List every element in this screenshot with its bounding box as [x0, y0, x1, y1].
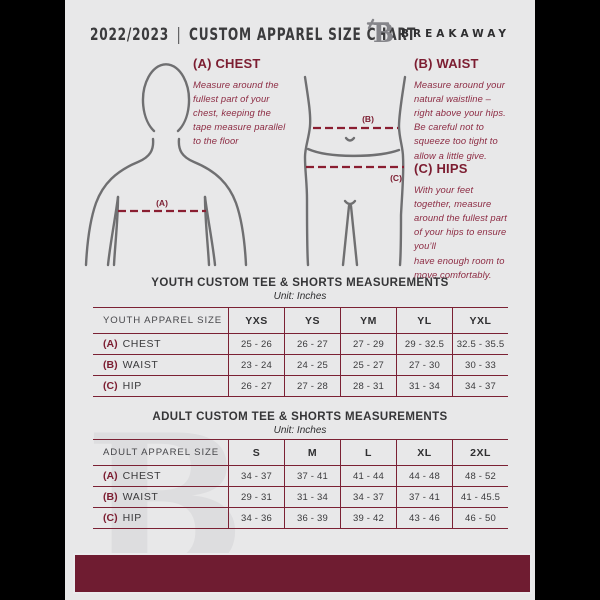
table-value-cell: 23 - 24	[228, 355, 284, 376]
adult-table-unit: Unit: Inches	[273, 425, 327, 436]
table-value-cell: 46 - 50	[452, 508, 508, 529]
waist-guide-block: (B) WAIST Measure around your natural wa…	[414, 56, 535, 163]
table-row-label: (C) HIP	[93, 376, 228, 397]
title-text: CUSTOM APPAREL SIZE CHART	[189, 24, 416, 45]
size-header-cell: YL	[396, 308, 452, 334]
waist-guide-text: Measure around your natural waistline – …	[414, 79, 506, 161]
breakaway-b-logo-icon: B	[366, 17, 394, 51]
hips-guide-block: (C) HIPS With your feet together, measur…	[414, 161, 535, 282]
adult-table-header: ADULT CUSTOM TEE & SHORTS MEASUREMENTS U…	[65, 411, 535, 436]
row-key-letter: (C)	[103, 512, 118, 524]
table-value-cell: 34 - 37	[340, 487, 396, 508]
table-value-cell: 31 - 34	[284, 487, 340, 508]
table-row-label: (B) WAIST	[93, 487, 228, 508]
size-header-cell: YM	[340, 308, 396, 334]
table-value-cell: 41 - 45.5	[452, 487, 508, 508]
youth-table-title: YOUTH CUSTOM TEE & SHORTS MEASUREMENTS	[151, 277, 449, 289]
row-measure-name: HIP	[122, 512, 142, 524]
youth-table-unit: Unit: Inches	[273, 291, 327, 302]
row-measure-name: WAIST	[122, 359, 159, 371]
hips-figure	[303, 75, 407, 267]
row-key-letter: (C)	[103, 380, 118, 392]
waist-line-label: (B)	[362, 114, 374, 124]
chest-line-label: (A)	[156, 198, 168, 208]
row-measure-name: CHEST	[122, 470, 162, 482]
body-measurement-diagram: (A) (B) (C)	[84, 63, 407, 267]
svg-text:B: B	[373, 19, 393, 46]
table-value-cell: 27 - 28	[284, 376, 340, 397]
size-column-header: ADULT APPAREL SIZE	[93, 440, 228, 466]
table-value-cell: 31 - 34	[396, 376, 452, 397]
table-value-cell: 26 - 27	[284, 334, 340, 355]
size-header-cell: YS	[284, 308, 340, 334]
row-measure-name: CHEST	[122, 338, 162, 350]
table-value-cell: 34 - 37	[228, 466, 284, 487]
chest-guide-heading: (A) CHEST	[193, 56, 261, 71]
table-value-cell: 25 - 27	[340, 355, 396, 376]
size-header-cell: L	[340, 440, 396, 466]
size-header-cell: YXS	[228, 308, 284, 334]
youth-size-table: YOUTH APPAREL SIZE YXS YS YM YL YXL (A) CHEST 25…	[93, 307, 508, 397]
size-column-header: YOUTH APPAREL SIZE	[93, 308, 228, 334]
size-header-cell: YXL	[452, 308, 508, 334]
torso-figure	[84, 63, 248, 267]
size-header-cell: M	[284, 440, 340, 466]
table-value-cell: 48 - 52	[452, 466, 508, 487]
brand-logo-group: B BREAKAWAY	[366, 17, 510, 51]
table-value-cell: 32.5 - 35.5	[452, 334, 508, 355]
adult-table-title: ADULT CUSTOM TEE & SHORTS MEASUREMENTS	[152, 411, 448, 423]
table-value-cell: 27 - 29	[340, 334, 396, 355]
table-value-cell: 41 - 44	[340, 466, 396, 487]
size-chart-page: B 2022/2023 | CUSTOM APPAREL SIZE CHART B …	[65, 0, 535, 600]
table-value-cell: 37 - 41	[396, 487, 452, 508]
youth-table-header: YOUTH CUSTOM TEE & SHORTS MEASUREMENTS U…	[65, 277, 535, 302]
size-header-cell: S	[228, 440, 284, 466]
waist-guide-heading: (B) WAIST	[414, 56, 479, 71]
size-header-cell: XL	[396, 440, 452, 466]
hips-guide-text: With your feet together, measure around …	[414, 184, 507, 280]
table-value-cell: 44 - 48	[396, 466, 452, 487]
table-value-cell: 37 - 41	[284, 466, 340, 487]
hips-guide-heading: (C) HIPS	[414, 161, 468, 176]
adult-size-table: ADULT APPAREL SIZE S M L XL 2XL (A) CHEST 34 - 3…	[93, 439, 508, 529]
table-value-cell: 28 - 31	[340, 376, 396, 397]
table-value-cell: 26 - 27	[228, 376, 284, 397]
table-value-cell: 27 - 30	[396, 355, 452, 376]
table-row-label: (A) CHEST	[93, 334, 228, 355]
size-header-cell: 2XL	[452, 440, 508, 466]
table-row-label: (C) HIP	[93, 508, 228, 529]
table-value-cell: 24 - 25	[284, 355, 340, 376]
row-measure-name: HIP	[122, 380, 142, 392]
table-value-cell: 34 - 36	[228, 508, 284, 529]
page-title: 2022/2023 | CUSTOM APPAREL SIZE CHART	[90, 24, 416, 45]
chest-guide-block: (A) CHEST Measure around the fullest par…	[193, 56, 318, 149]
row-key-letter: (A)	[103, 338, 118, 350]
table-value-cell: 34 - 37	[452, 376, 508, 397]
table-row-label: (A) CHEST	[93, 466, 228, 487]
table-value-cell: 36 - 39	[284, 508, 340, 529]
table-value-cell: 29 - 31	[228, 487, 284, 508]
table-value-cell: 29 - 32.5	[396, 334, 452, 355]
season-label: 2022/2023	[90, 24, 169, 45]
row-measure-name: WAIST	[122, 491, 159, 503]
title-separator: |	[176, 24, 182, 45]
table-row-label: (B) WAIST	[93, 355, 228, 376]
table-value-cell: 43 - 46	[396, 508, 452, 529]
hips-line-label: (C)	[390, 173, 402, 183]
brand-name: BREAKAWAY	[400, 28, 510, 40]
chest-guide-text: Measure around the fullest part of your …	[193, 79, 286, 147]
footer-accent-bar	[73, 553, 532, 594]
table-value-cell: 25 - 26	[228, 334, 284, 355]
row-key-letter: (B)	[103, 359, 118, 371]
row-key-letter: (B)	[103, 491, 118, 503]
table-value-cell: 39 - 42	[340, 508, 396, 529]
table-value-cell: 30 - 33	[452, 355, 508, 376]
row-key-letter: (A)	[103, 470, 118, 482]
